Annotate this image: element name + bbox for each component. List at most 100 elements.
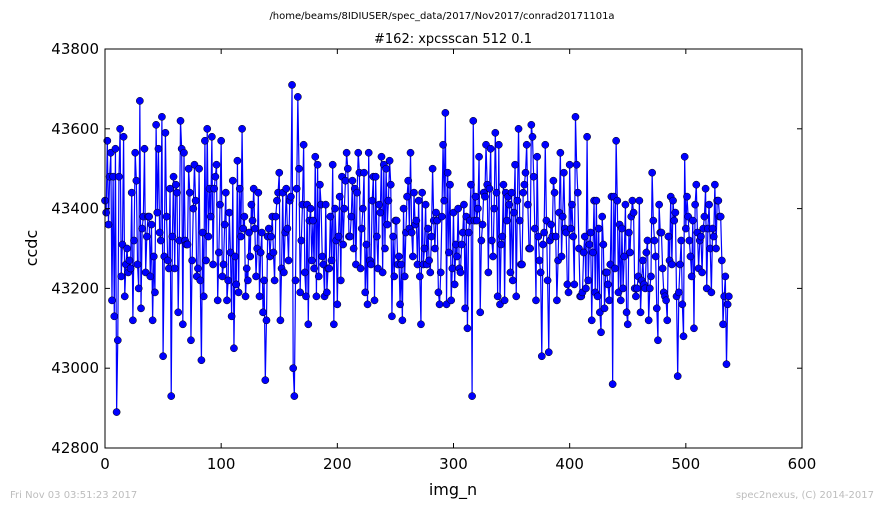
data-point	[111, 144, 120, 153]
data-point	[664, 232, 673, 241]
data-point	[217, 136, 226, 145]
data-point	[594, 224, 603, 233]
data-point	[514, 124, 523, 133]
data-point	[136, 97, 144, 105]
data-point	[392, 216, 401, 225]
data-point	[327, 256, 336, 265]
data-point	[225, 208, 234, 217]
data-point	[314, 272, 323, 281]
y-axis: 42800 43000 43200 43400 43600 43800	[51, 40, 802, 457]
data-point	[154, 144, 163, 153]
data-point	[602, 268, 611, 277]
data-point	[585, 240, 594, 249]
data-point	[477, 236, 486, 245]
data-point	[537, 352, 546, 361]
data-point	[427, 232, 436, 241]
data-point	[489, 252, 497, 261]
data-point	[436, 268, 445, 277]
data-point	[346, 232, 354, 241]
data-point	[711, 180, 719, 189]
data-point	[287, 192, 295, 201]
data-point	[353, 188, 361, 197]
data-point	[675, 288, 683, 297]
data-point	[616, 296, 625, 305]
data-point	[354, 148, 363, 157]
data-point	[478, 220, 487, 229]
data-point	[626, 248, 634, 257]
data-point	[188, 256, 196, 265]
data-point	[259, 308, 267, 317]
data-point	[468, 392, 476, 400]
data-point	[486, 144, 495, 153]
data-point	[280, 268, 288, 277]
data-point	[256, 248, 265, 257]
data-point	[120, 292, 129, 301]
data-point	[663, 316, 672, 325]
data-point	[223, 296, 231, 305]
data-point	[698, 268, 706, 277]
data-point	[216, 200, 224, 209]
data-point	[475, 152, 483, 161]
data-point	[227, 312, 236, 321]
data-point	[336, 276, 345, 285]
data-point	[691, 200, 699, 209]
data-point	[612, 136, 620, 145]
data-point	[152, 120, 160, 129]
y-tick-label: 43000	[51, 359, 99, 377]
data-point	[311, 152, 320, 161]
data-point	[397, 260, 406, 269]
data-point	[535, 256, 544, 265]
data-point	[708, 224, 717, 233]
data-point	[126, 264, 135, 273]
data-point	[506, 268, 515, 277]
data-point	[110, 312, 119, 321]
data-point	[404, 176, 413, 185]
data-point	[571, 112, 580, 121]
data-point	[618, 224, 626, 233]
data-point	[174, 308, 183, 317]
data-point	[194, 264, 202, 273]
data-point	[240, 212, 249, 221]
data-point	[133, 260, 142, 269]
data-point	[600, 304, 609, 313]
data-point	[579, 248, 588, 257]
data-point	[560, 168, 568, 177]
data-point	[435, 300, 444, 309]
data-point	[564, 288, 573, 297]
data-point	[318, 252, 327, 261]
data-point	[563, 280, 572, 289]
data-point	[370, 296, 379, 305]
chart-suptitle: /home/beams/8IDIUSER/spec_data/2017/Nov2…	[269, 11, 614, 22]
data-point	[558, 212, 567, 221]
data-point	[316, 180, 324, 189]
data-point	[300, 268, 309, 277]
data-point	[178, 320, 187, 329]
data-point	[425, 256, 433, 265]
data-point	[683, 192, 691, 201]
data-point	[148, 316, 157, 325]
data-point	[697, 232, 705, 241]
data-point	[551, 232, 560, 241]
data-point	[271, 212, 280, 221]
data-point	[224, 276, 232, 285]
data-point	[275, 168, 284, 177]
data-point	[534, 232, 543, 241]
data-point	[108, 296, 116, 305]
data-point	[168, 232, 177, 241]
data-point	[448, 264, 457, 273]
data-point	[269, 248, 278, 257]
data-point	[652, 304, 661, 313]
data-point	[296, 288, 305, 297]
data-point	[543, 276, 552, 285]
data-point	[686, 252, 695, 261]
data-point	[228, 176, 237, 185]
data-point	[142, 232, 151, 241]
data-point	[125, 256, 134, 265]
data-point	[209, 260, 217, 269]
data-point	[357, 224, 366, 233]
data-point	[302, 292, 310, 301]
data-point	[721, 272, 730, 281]
data-point	[119, 132, 128, 141]
data-point	[527, 120, 536, 129]
data-point	[289, 364, 298, 373]
